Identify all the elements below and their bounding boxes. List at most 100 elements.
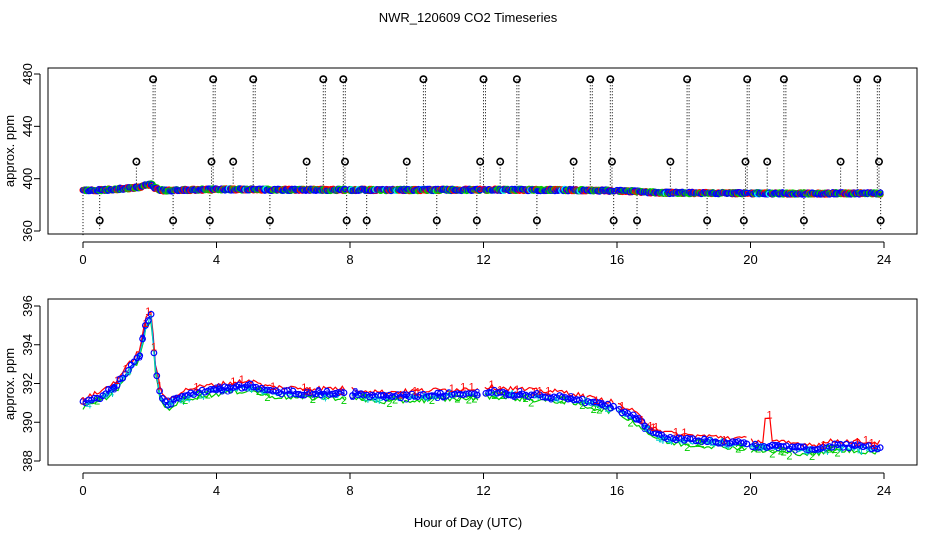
bottom-data-point: [156, 387, 163, 395]
top-plot-frame: [47, 67, 918, 235]
figure-title: NWR_120609 CO2 Timeseries: [379, 10, 558, 25]
bottom-series-marker: 3: [792, 444, 798, 456]
bottom-series-marker: 4: [125, 366, 131, 378]
top-outlier-point: [743, 75, 752, 84]
top-outlier-point: [496, 157, 505, 166]
bottom-data-point: [638, 417, 646, 425]
bottom-y-tick-label: 394: [20, 334, 35, 356]
top-outlier-point: [569, 157, 578, 166]
bottom-data-point: [181, 392, 189, 400]
bottom-y-tick-label: 396: [20, 295, 35, 317]
bottom-series-marker: 1: [653, 421, 659, 433]
bottom-data-point: [686, 435, 694, 443]
top-outlier-point: [741, 157, 750, 166]
bottom-series-marker: 1: [593, 395, 599, 407]
bottom-series-marker: 3: [219, 385, 225, 397]
bottom-series-marker: 2: [684, 442, 690, 454]
bottom-series-marker: 4: [375, 395, 381, 407]
bottom-series-marker: 2: [769, 449, 775, 461]
bottom-series-marker: 2: [466, 394, 472, 406]
top-outlier-point: [205, 216, 214, 225]
bottom-data-point: [655, 430, 663, 438]
bottom-data-point: [834, 441, 842, 449]
bottom-series-marker: 3: [227, 384, 233, 396]
bottom-series-marker: 2: [809, 451, 815, 463]
bottom-data-point: [797, 443, 805, 451]
bottom-series-marker: 2: [471, 394, 477, 406]
bottom-series-marker: 2: [429, 395, 435, 407]
bottom-x-axis: 0 4 8 12 16 20 24: [79, 472, 891, 498]
top-y-tick-label: 440: [20, 115, 35, 137]
top-panel: 0 4 8 12 16 20 24 360 400 440 480 approx. ppm: [2, 63, 918, 267]
bottom-x-tick-label: 16: [610, 483, 624, 498]
bottom-series-marker: 1: [193, 382, 199, 394]
bottom-data-point: [229, 383, 237, 391]
bottom-series-marker: 4: [749, 441, 755, 453]
top-outlier-point: [876, 216, 885, 225]
bottom-series-line: [82, 314, 881, 453]
bottom-series-marker: 2: [361, 392, 367, 404]
top-outlier-point: [302, 157, 311, 166]
top-outlier-point: [319, 75, 328, 84]
bottom-data-point: [417, 391, 424, 399]
bottom-series-marker: 4: [423, 393, 429, 405]
bottom-series-marker: 4: [656, 433, 662, 445]
bottom-series-marker: 1: [488, 379, 494, 391]
bottom-data-point: [876, 444, 884, 452]
bottom-data-point: [340, 389, 348, 397]
bottom-data-point: [249, 383, 257, 391]
bottom-data-point: [400, 391, 407, 398]
top-outlier-point: [342, 216, 351, 225]
bottom-y-tick-label: 392: [20, 373, 35, 395]
bottom-series-marker: 1: [639, 414, 645, 426]
top-outlier-point: [419, 75, 428, 84]
bottom-data-point: [473, 391, 481, 399]
top-outlier-point: [779, 75, 788, 84]
bottom-data-point: [238, 384, 246, 392]
bottom-series-marker: 4: [659, 435, 665, 447]
bottom-data-point: [298, 391, 305, 399]
top-x-tick-label: 12: [476, 252, 490, 267]
bottom-series-marker: 3: [324, 386, 330, 398]
bottom-series-marker: 3: [137, 351, 143, 363]
bottom-data-point: [136, 352, 144, 360]
bottom-series-marker: 3: [474, 388, 480, 400]
bottom-series-marker: 1: [514, 384, 520, 396]
bottom-x-tick-label: 4: [213, 483, 220, 498]
bottom-series-line: [82, 319, 880, 457]
top-outlier-point: [873, 75, 882, 84]
bottom-series-marker: 1: [673, 426, 679, 438]
bottom-series-marker: 2: [735, 444, 741, 456]
top-data-point: [877, 189, 884, 196]
top-x-axis: 0 4 8 12 16 20 24: [79, 241, 891, 267]
bottom-series-line: [82, 314, 880, 454]
bottom-series-marker: 3: [352, 386, 358, 398]
bottom-x-tick-label: 0: [79, 483, 86, 498]
bottom-data-point: [142, 322, 149, 329]
bottom-series-marker: 2: [94, 395, 100, 407]
bottom-data-point: [147, 310, 155, 318]
bottom-series-marker: 2: [196, 390, 202, 402]
top-y-tick-label: 360: [20, 220, 35, 242]
bottom-x-tick-label: 24: [877, 483, 891, 498]
top-outlier-point: [362, 216, 371, 225]
bottom-series-marker: 4: [179, 396, 185, 408]
top-y-tick-label: 480: [20, 63, 35, 85]
bottom-series-marker: 3: [140, 333, 146, 345]
bottom-data-point: [113, 382, 121, 389]
bottom-data-point: [814, 445, 822, 453]
bottom-series-marker: 1: [869, 438, 875, 450]
top-outlier-point: [95, 216, 104, 225]
bottom-series-marker: 4: [168, 397, 174, 409]
bottom-series-marker: 1: [681, 427, 687, 439]
top-outlier-point: [340, 157, 349, 166]
bottom-series-marker: 4: [86, 400, 92, 412]
bottom-data-point: [825, 443, 833, 450]
bottom-data-point: [439, 393, 447, 400]
bottom-series-marker: 3: [383, 392, 389, 404]
bottom-series-marker: 4: [534, 391, 540, 403]
top-x-tick-label: 8: [346, 252, 353, 267]
bottom-series-marker: 1: [412, 385, 418, 397]
top-x-tick-label: 24: [877, 252, 891, 267]
